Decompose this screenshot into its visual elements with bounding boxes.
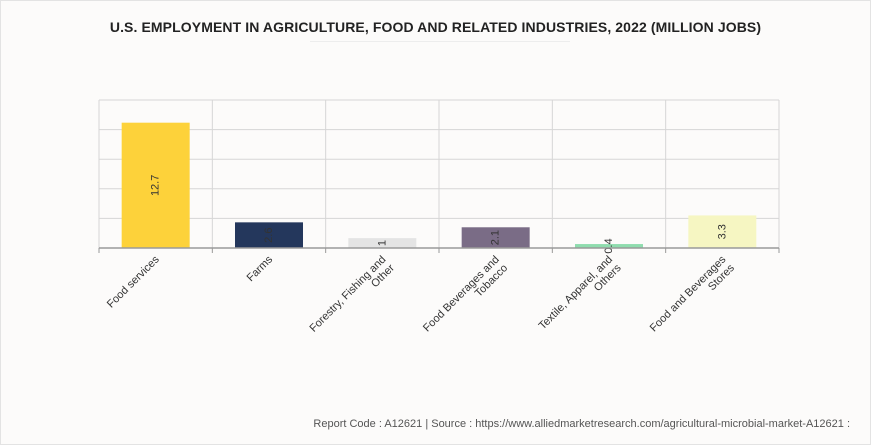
- x-tick-label-line: Food Beverages and: [421, 254, 502, 335]
- bar: [121, 122, 190, 248]
- bar-value-label: 1: [376, 240, 388, 246]
- bar: [348, 238, 417, 248]
- x-tick-label: Food and BeveragesStores: [648, 253, 738, 343]
- x-tick-label: Food Beverages andTobacco: [421, 254, 510, 343]
- bar: [461, 227, 530, 248]
- x-tick-label: Farms: [245, 253, 276, 284]
- x-tick-label: Textile, Apparel, andOthers: [537, 253, 624, 340]
- x-tick-label-line: Textile, Apparel, and: [537, 254, 616, 333]
- bar-value-label: 3.3: [716, 224, 728, 239]
- bar: [575, 244, 643, 248]
- bar: [235, 222, 303, 248]
- x-axis: Food services Farms Forestry, Fishing andO…: [98, 247, 780, 343]
- x-tick-label: Food services: [105, 253, 162, 310]
- bar-value-label: 2.1: [490, 230, 502, 245]
- bar: [688, 215, 757, 248]
- x-tick-label: Forestry, Fishing andOther: [307, 253, 397, 343]
- x-tick-label-line: Forestry, Fishing and: [307, 254, 388, 335]
- x-tick-label-line: Food services: [105, 253, 162, 310]
- bar-value-label: 2.6: [263, 228, 275, 243]
- grid-lines: [98, 99, 780, 248]
- bar-value-label: 0.4: [603, 238, 615, 253]
- x-tick-label-line: Food and Beverages: [648, 253, 729, 334]
- source-footer: Report Code : A12621 | Source : https://…: [313, 418, 850, 430]
- bars: 12.7 2.6 1 2.1 0.4 3.3: [121, 122, 757, 254]
- chart-title: U.S. EMPLOYMENT IN AGRICULTURE, FOOD AND…: [109, 19, 762, 35]
- x-tick-label-line: Farms: [245, 253, 276, 284]
- bar-value-label: 12.7: [150, 175, 162, 196]
- title-divider: [310, 41, 570, 42]
